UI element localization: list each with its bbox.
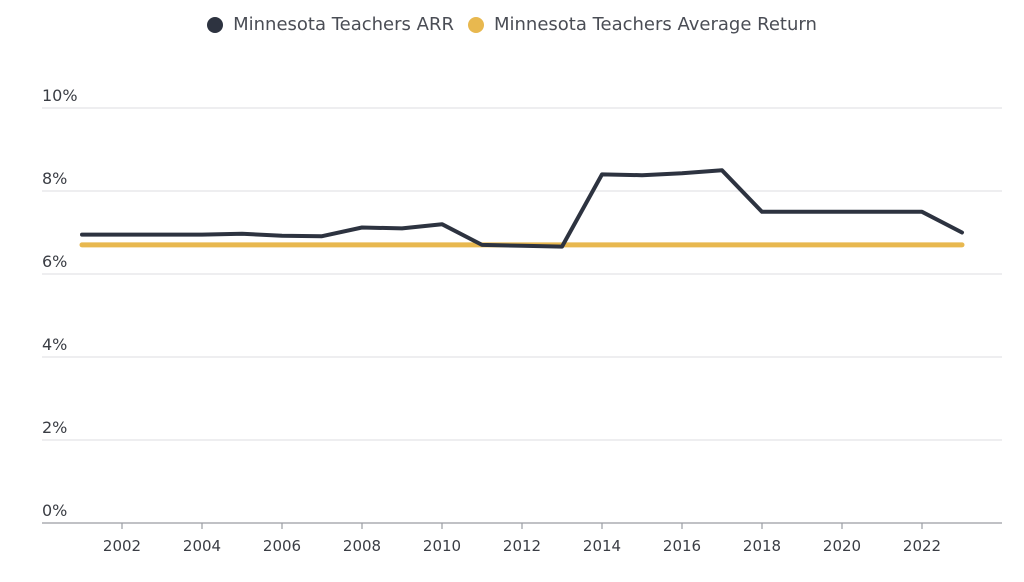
y-tick-label-10: 10% bbox=[42, 86, 78, 105]
x-tick-label-2006: 2006 bbox=[263, 537, 301, 555]
legend-label-arr: Minnesota Teachers ARR bbox=[233, 14, 454, 35]
y-tick-label-6: 6% bbox=[42, 252, 67, 271]
x-tick-label-2016: 2016 bbox=[663, 537, 701, 555]
legend: Minnesota Teachers ARR Minnesota Teacher… bbox=[0, 14, 1024, 35]
y-tick-label-2: 2% bbox=[42, 418, 67, 437]
y-tick-label-4: 4% bbox=[42, 335, 67, 354]
x-tick-label-2008: 2008 bbox=[343, 537, 381, 555]
series-line-arr bbox=[80, 168, 964, 249]
legend-swatch-average-return-icon bbox=[467, 16, 484, 33]
x-tick-label-2020: 2020 bbox=[823, 537, 861, 555]
x-tick-label-2002: 2002 bbox=[103, 537, 141, 555]
x-tick-label-2014: 2014 bbox=[583, 537, 621, 555]
legend-item-average-return[interactable]: Minnesota Teachers Average Return bbox=[467, 14, 817, 35]
x-tick-label-2010: 2010 bbox=[423, 537, 461, 555]
legend-label-average-return: Minnesota Teachers Average Return bbox=[493, 14, 817, 35]
legend-swatch-arr-icon bbox=[207, 16, 224, 33]
x-tick-label-2018: 2018 bbox=[743, 537, 781, 555]
y-tick-label-8: 8% bbox=[42, 169, 67, 188]
y-tick-label-0: 0% bbox=[42, 501, 67, 520]
x-tick-label-2012: 2012 bbox=[503, 537, 541, 555]
legend-item-arr[interactable]: Minnesota Teachers ARR bbox=[207, 14, 454, 35]
x-tick-label-2022: 2022 bbox=[903, 537, 941, 555]
x-tick-label-2004: 2004 bbox=[183, 537, 221, 555]
